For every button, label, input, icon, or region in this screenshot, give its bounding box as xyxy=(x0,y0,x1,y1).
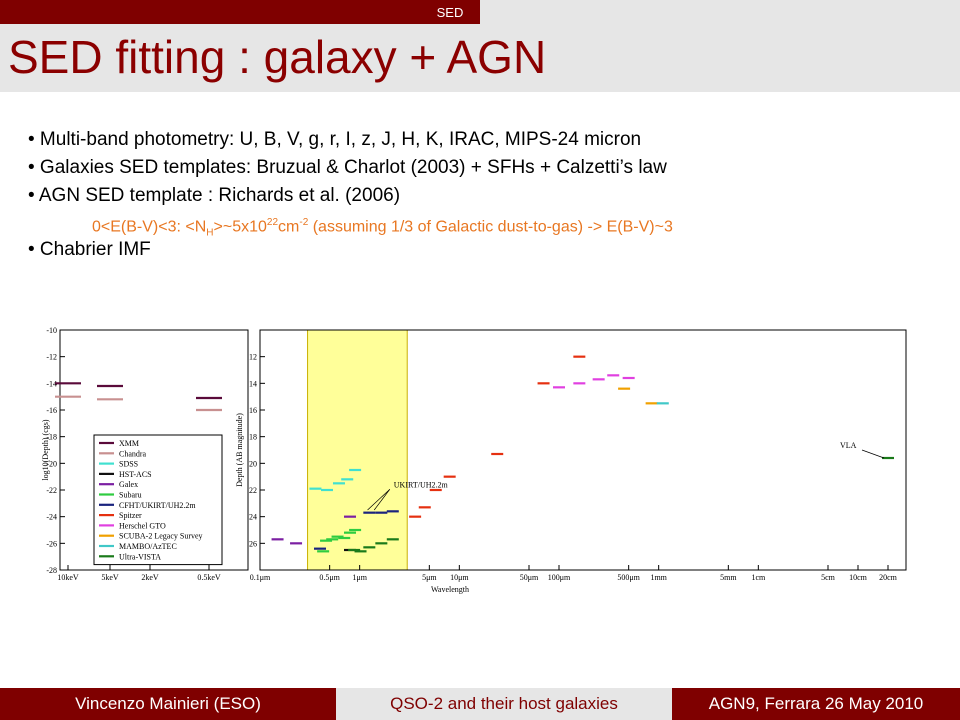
footer-event: AGN9, Ferrara 26 May 2010 xyxy=(672,688,960,720)
y-tick-label: -10 xyxy=(46,327,57,335)
legend-label: SDSS xyxy=(119,460,138,469)
x-tick-label: 0.5μm xyxy=(319,573,340,582)
y-tick-label: -22 xyxy=(46,486,57,495)
y-tick-label: 20 xyxy=(249,459,257,468)
bullet-list: • Multi-band photometry: U, B, V, g, r, … xyxy=(28,126,948,264)
annotation-arrow xyxy=(373,489,391,511)
footer: Vincenzo Mainieri (ESO) QSO-2 and their … xyxy=(0,688,960,720)
slide-title: SED fitting : galaxy + AGN xyxy=(8,31,547,83)
main-panel-frame xyxy=(259,329,907,571)
legend-label: Ultra-VISTA xyxy=(119,552,161,561)
y-tick-label: 14 xyxy=(249,379,257,388)
x-tick-label: 1mm xyxy=(650,573,667,582)
legend-label: Chandra xyxy=(119,449,147,458)
bullet-item: • AGN SED template : Richards et al. (20… xyxy=(28,185,401,206)
x-tick-label: 0.5keV xyxy=(197,573,221,582)
x-tick-label: 10μm xyxy=(450,573,469,582)
legend-box xyxy=(93,434,223,566)
title-bar xyxy=(0,24,960,92)
y-tick-label: 26 xyxy=(249,539,257,548)
x-tick-label: 5keV xyxy=(101,573,119,582)
y-tick-label: -20 xyxy=(46,459,57,468)
x-tick-label: 10keV xyxy=(57,573,79,582)
legend-label: MAMBO/AzTEC xyxy=(119,542,177,551)
highlight-band xyxy=(307,329,408,571)
legend-label: SCUBA-2 Legacy Survey xyxy=(119,532,203,541)
y-tick-label: 18 xyxy=(249,433,257,442)
x-tick-label: 5μm xyxy=(422,573,437,582)
x-tick-label: 100μm xyxy=(548,573,571,582)
y-tick-label: 24 xyxy=(249,513,257,522)
x-tick-label: 20cm xyxy=(879,573,898,582)
y-tick-label: -26 xyxy=(46,539,57,548)
xray-panel-frame xyxy=(59,329,249,571)
bullet-item: • Multi-band photometry: U, B, V, g, r, … xyxy=(28,129,642,150)
y-axis-label: Depth (AB magnitude) xyxy=(235,413,244,487)
x-tick-label: 0.1μm xyxy=(250,573,271,582)
bullet-item: • Chabrier IMF xyxy=(28,239,151,260)
annotation-arrow xyxy=(367,489,391,511)
x-tick-label: 10cm xyxy=(849,573,868,582)
bullet-item: • Galaxies SED templates: Bruzual & Char… xyxy=(28,157,667,178)
x-axis-label: Wavelength xyxy=(431,585,469,594)
section-tag: SED xyxy=(436,4,464,20)
legend-label: Galex xyxy=(119,480,138,489)
top-bar: SED xyxy=(0,0,960,24)
y-axis-label: log10(Depth) (cgs) xyxy=(41,419,50,480)
x-tick-label: 5mm xyxy=(720,573,737,582)
y-tick-label: -28 xyxy=(46,566,57,575)
legend-label: CFHT/UKIRT/UH2.2m xyxy=(119,501,196,510)
x-tick-label: 50μm xyxy=(520,573,539,582)
y-tick-label: -18 xyxy=(46,433,57,442)
legend-label: Subaru xyxy=(119,491,142,500)
annotation-label: VLA xyxy=(840,441,857,450)
legend-label: Spitzer xyxy=(119,511,142,520)
x-tick-label: 500μm xyxy=(617,573,640,582)
x-tick-label: 2keV xyxy=(141,573,159,582)
y-tick-label: 16 xyxy=(249,406,257,415)
y-tick-label: -24 xyxy=(46,513,57,522)
y-tick-label: -12 xyxy=(46,353,57,362)
legend-label: XMM xyxy=(119,439,139,448)
y-tick-label: -16 xyxy=(46,406,57,415)
top-bar-accent xyxy=(0,0,480,24)
x-tick-label: 1cm xyxy=(751,573,766,582)
y-tick-label: -14 xyxy=(46,379,57,388)
footer-author: Vincenzo Mainieri (ESO) xyxy=(0,688,336,720)
annotation-label: UKIRT/UH2.2m xyxy=(394,480,449,489)
y-tick-label: 22 xyxy=(249,486,257,495)
x-tick-label: 5cm xyxy=(821,573,836,582)
dust-note: 0<E(B-V)<3: <NH>~5x1022cm-2 (assuming 1/… xyxy=(92,217,673,239)
footer-talk-title: QSO-2 and their host galaxies xyxy=(336,688,672,720)
legend-label: HST-ACS xyxy=(119,470,152,479)
y-tick-label: 12 xyxy=(249,353,257,362)
x-tick-label: 1μm xyxy=(352,573,367,582)
annotation-arrow xyxy=(861,449,885,459)
legend-label: Herschel GTO xyxy=(119,521,166,530)
